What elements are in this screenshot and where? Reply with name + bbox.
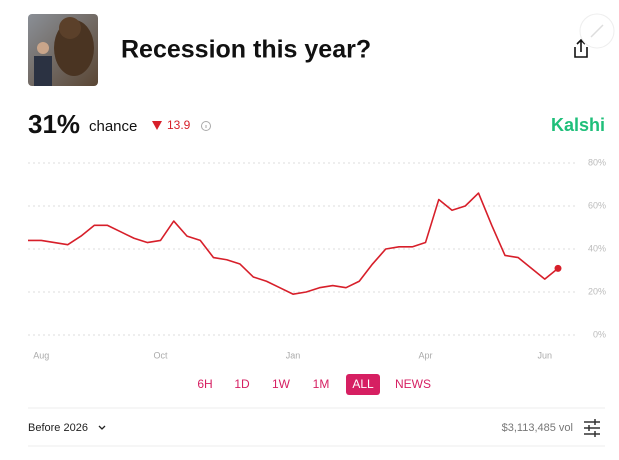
market-selector[interactable]: Before 2026 [28, 422, 88, 434]
y-tick-label: 40% [588, 243, 606, 253]
range-button[interactable]: 1W [272, 377, 291, 391]
settings-icon[interactable] [584, 419, 600, 437]
price-line [28, 192, 559, 295]
volume: $3,113,485 vol [502, 422, 573, 434]
y-tick-label: 60% [588, 200, 606, 210]
chance-label: chance [89, 118, 137, 135]
current-point [554, 264, 562, 272]
change-value: 13.9 [167, 118, 191, 132]
x-tick-label: Apr [418, 350, 432, 360]
x-tick-label: Jan [286, 350, 301, 360]
x-tick-label: Jun [537, 350, 552, 360]
range-button[interactable]: 1D [234, 377, 250, 391]
down-arrow [152, 121, 162, 130]
y-tick-label: 20% [588, 286, 606, 296]
market-image [28, 14, 98, 86]
range-button[interactable]: 6H [197, 377, 212, 391]
range-selector: 6H 1D 1W 1M ALL NEWS [197, 374, 431, 395]
range-button[interactable]: 1M [313, 377, 330, 391]
x-tick-label: Oct [153, 350, 168, 360]
chevron [98, 425, 106, 430]
market-title: Recession this year? [121, 36, 371, 64]
y-tick-label: 80% [588, 157, 606, 167]
range-button[interactable]: ALL [352, 377, 374, 391]
brand: Kalshi [551, 115, 605, 135]
share-button[interactable] [574, 38, 588, 58]
x-tick-label: Aug [33, 350, 49, 360]
info-icon[interactable] [201, 121, 211, 131]
range-button[interactable]: NEWS [395, 377, 431, 391]
chance-percent: 31% [28, 109, 80, 139]
y-tick-label: 0% [593, 329, 606, 339]
range-active-bg [346, 374, 380, 395]
chart: 0% 20% 40% 60% 80% Aug Oct Jan Apr Jun [28, 157, 606, 360]
expand-button[interactable] [579, 13, 615, 49]
